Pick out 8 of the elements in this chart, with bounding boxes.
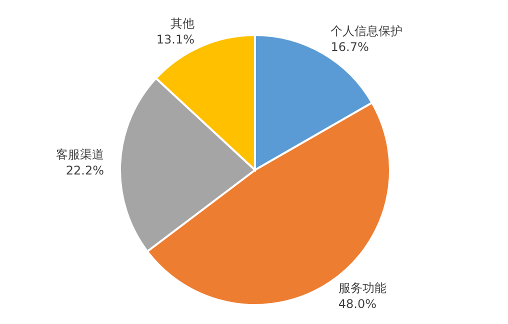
data-label: 13.1% [156, 32, 195, 46]
slice-label: 客服渠道 [56, 147, 104, 162]
data-label: 16.7% [330, 40, 369, 54]
slice-label: 其他 [170, 16, 195, 30]
slice-label: 服务功能 [338, 281, 386, 296]
data-label: 22.2% [66, 163, 104, 178]
slice-label: 个人信息保护 [330, 24, 403, 38]
data-label: 48.0% [338, 297, 377, 312]
